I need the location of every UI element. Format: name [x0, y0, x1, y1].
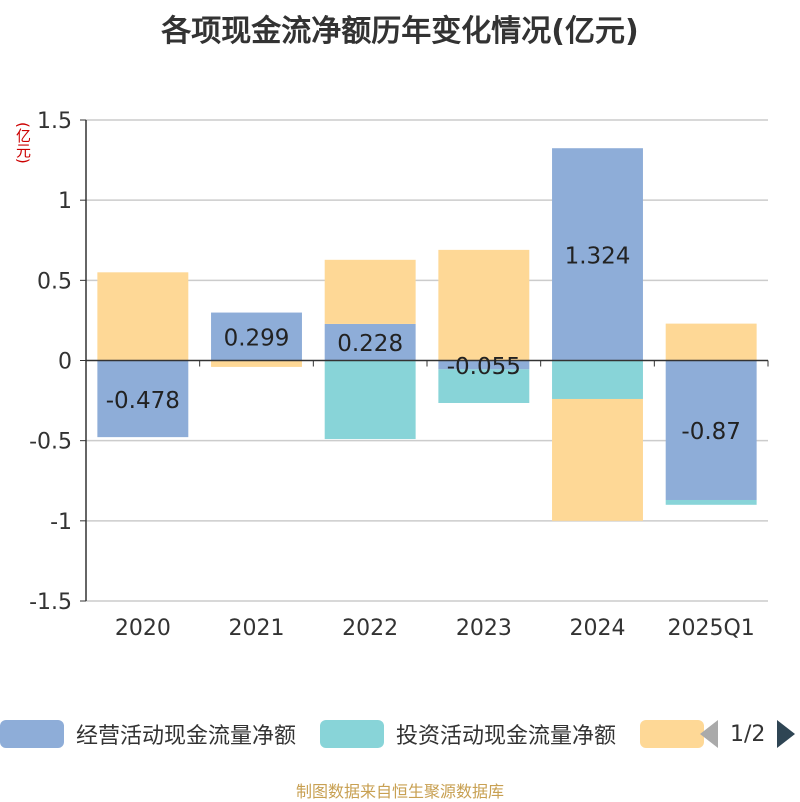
x-tick-label: 2022: [342, 616, 398, 641]
data-source-footer: 制图数据来自恒生聚源数据库: [295, 782, 504, 801]
x-tick-label: 2024: [570, 616, 626, 641]
bar-operating: [211, 312, 302, 361]
bar-financing: [211, 360, 302, 367]
y-tick-label: -1: [50, 510, 72, 535]
data-label: 0.228: [337, 331, 403, 357]
bar-financing: [552, 398, 643, 521]
data-label: 0.299: [224, 326, 290, 352]
data-label: -0.87: [681, 419, 741, 445]
bar-investing: [665, 499, 757, 505]
y-tick-label: 1: [58, 189, 72, 214]
bar-financing: [97, 272, 189, 361]
legend-label-investing: 投资活动现金流量净额: [396, 724, 617, 749]
bar-financing: [324, 259, 416, 324]
legend: 经营活动现金流量净额 投资活动现金流量净额: [0, 716, 800, 756]
y-tick-label: 0.5: [37, 269, 72, 294]
bar-operating: [97, 360, 189, 438]
y-tick-label: 1.5: [37, 109, 72, 134]
legend-swatch-operating: [0, 720, 64, 748]
bar-operating: [552, 148, 643, 361]
chart-title: 各项现金流净额历年变化情况(亿元): [161, 14, 639, 49]
y-tick-label: -1.5: [29, 590, 72, 615]
data-label: 1.324: [565, 243, 631, 269]
bar-investing: [552, 360, 643, 399]
chart-area: 1.5 1 0.5 0 -0.5 -1 -1.5 2020 2021 2022 2023 2024 20…: [29, 109, 769, 641]
y-tick-label: -0.5: [29, 430, 72, 455]
bar-financing: [438, 249, 530, 361]
legend-label-operating: 经营活动现金流量净额: [76, 724, 297, 749]
x-tick-label: 2021: [229, 616, 285, 641]
data-label: -0.055: [447, 354, 521, 380]
legend-swatch-investing: [320, 720, 384, 748]
bar-operating: [438, 360, 530, 370]
legend-next-page-icon[interactable]: [777, 720, 796, 748]
bar-investing: [324, 360, 416, 440]
legend-page-indicator: 1/2: [730, 721, 766, 747]
legend-pager: 1/2: [700, 716, 796, 752]
legend-item-operating[interactable]: 经营活动现金流量净额: [0, 716, 296, 752]
bar-operating: [665, 360, 757, 500]
x-tick-label: 2023: [456, 616, 512, 641]
y-axis-unit-label: (亿元): [14, 122, 32, 164]
bar-operating: [324, 323, 416, 361]
x-tick-label: 2020: [115, 616, 171, 641]
data-label: -0.478: [106, 388, 180, 414]
x-tick-label: 2025Q1: [668, 616, 755, 641]
y-tick-label: 0: [58, 350, 72, 375]
bar-financing: [665, 323, 757, 361]
legend-prev-page-icon[interactable]: [700, 720, 718, 748]
legend-swatch-financing: [640, 720, 704, 748]
legend-item-financing[interactable]: [640, 716, 716, 752]
bar-investing: [438, 369, 530, 403]
legend-item-investing[interactable]: 投资活动现金流量净额: [320, 716, 616, 752]
